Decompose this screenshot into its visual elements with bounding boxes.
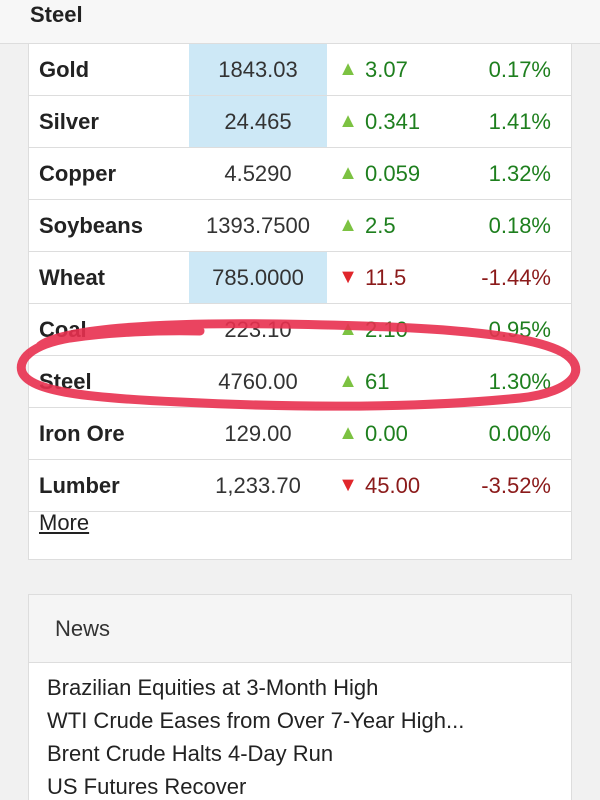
news-item-link[interactable]: US Futures Recover bbox=[47, 774, 247, 799]
commodity-price: 24.465 bbox=[189, 96, 327, 147]
table-row[interactable]: Iron Ore 129.00 ▲ 0.00 0.00% bbox=[29, 408, 571, 460]
commodity-name[interactable]: Lumber bbox=[39, 473, 120, 498]
commodity-name[interactable]: Coal bbox=[39, 317, 87, 342]
commodity-name[interactable]: Copper bbox=[39, 161, 116, 186]
commodity-change: 11.5 bbox=[365, 265, 407, 290]
commodity-percent: 0.17% bbox=[488, 57, 551, 82]
commodity-price: 1843.03 bbox=[189, 44, 327, 95]
news-item-link[interactable]: Brent Crude Halts 4-Day Run bbox=[47, 741, 334, 766]
commodity-change: 45.00 bbox=[365, 473, 421, 498]
table-row[interactable]: Lumber 1,233.70 ▼ 45.00 -3.52% bbox=[29, 460, 571, 512]
commodity-name[interactable]: Iron Ore bbox=[39, 421, 125, 446]
table-row[interactable]: Silver 24.465 ▲ 0.341 1.41% bbox=[29, 96, 571, 148]
commodity-change: 2.10 bbox=[365, 317, 408, 342]
triangle-up-icon: ▲ bbox=[338, 370, 358, 392]
table-row[interactable]: Wheat 785.0000 ▼ 11.5 -1.44% bbox=[29, 252, 571, 304]
commodity-price: 129.00 bbox=[224, 421, 292, 446]
table-row[interactable]: Coal 223.10 ▲ 2.10 0.95% bbox=[29, 304, 571, 356]
news-item-link[interactable]: Brazilian Equities at 3-Month High bbox=[47, 675, 379, 700]
top-bar: Steel bbox=[0, 0, 600, 44]
commodity-price: 4760.00 bbox=[218, 369, 298, 394]
triangle-up-icon: ▲ bbox=[338, 422, 358, 444]
page-title: Steel bbox=[30, 2, 83, 27]
table-row[interactable]: Copper 4.5290 ▲ 0.059 1.32% bbox=[29, 148, 571, 200]
triangle-up-icon: ▲ bbox=[338, 162, 358, 184]
table-row[interactable]: Gold 1843.03 ▲ 3.07 0.17% bbox=[29, 44, 571, 96]
triangle-up-icon: ▲ bbox=[338, 110, 358, 132]
news-header: News bbox=[29, 595, 571, 663]
commodity-change: 2.5 bbox=[365, 213, 396, 238]
commodities-table: Gold 1843.03 ▲ 3.07 0.17% Silver 24.465 ▲ 0.341 1… bbox=[28, 44, 572, 560]
commodity-price: 223.10 bbox=[224, 317, 292, 342]
commodity-change: 0.00 bbox=[365, 421, 408, 446]
commodity-price: 785.0000 bbox=[189, 252, 327, 303]
table-row[interactable]: Soybeans 1393.7500 ▲ 2.5 0.18% bbox=[29, 200, 571, 252]
commodity-name[interactable]: Wheat bbox=[39, 265, 105, 290]
commodity-name[interactable]: Soybeans bbox=[39, 213, 143, 238]
commodity-change: 0.341 bbox=[365, 109, 421, 134]
more-link[interactable]: More bbox=[39, 510, 90, 535]
commodity-percent: 1.30% bbox=[488, 369, 551, 394]
commodity-percent: -3.52% bbox=[481, 473, 551, 498]
news-title: News bbox=[55, 616, 111, 641]
triangle-down-icon: ▼ bbox=[338, 474, 358, 496]
commodity-percent: 0.00% bbox=[488, 421, 551, 446]
commodity-price: 1393.7500 bbox=[206, 213, 310, 238]
triangle-down-icon: ▼ bbox=[338, 266, 358, 288]
commodity-name[interactable]: Silver bbox=[39, 109, 99, 134]
news-item-link[interactable]: WTI Crude Eases from Over 7-Year High... bbox=[47, 708, 465, 733]
commodity-percent: 0.18% bbox=[488, 213, 551, 238]
commodity-price: 4.5290 bbox=[224, 161, 292, 186]
commodity-change: 3.07 bbox=[365, 57, 408, 82]
triangle-up-icon: ▲ bbox=[338, 58, 358, 80]
commodity-name[interactable]: Steel bbox=[39, 369, 92, 394]
commodity-price: 1,233.70 bbox=[215, 473, 301, 498]
commodity-percent: 1.41% bbox=[488, 109, 551, 134]
commodity-change: 61 bbox=[365, 369, 390, 394]
commodity-change: 0.059 bbox=[365, 161, 421, 186]
triangle-up-icon: ▲ bbox=[338, 318, 358, 340]
triangle-up-icon: ▲ bbox=[338, 214, 358, 236]
news-panel: News Brazilian Equities at 3-Month High W… bbox=[28, 594, 572, 800]
commodity-percent: 0.95% bbox=[488, 317, 551, 342]
commodity-percent: 1.32% bbox=[488, 161, 551, 186]
commodity-name[interactable]: Gold bbox=[39, 57, 90, 82]
commodity-percent: -1.44% bbox=[481, 265, 551, 290]
table-row[interactable]: Steel 4760.00 ▲ 61 1.30% bbox=[29, 356, 571, 408]
